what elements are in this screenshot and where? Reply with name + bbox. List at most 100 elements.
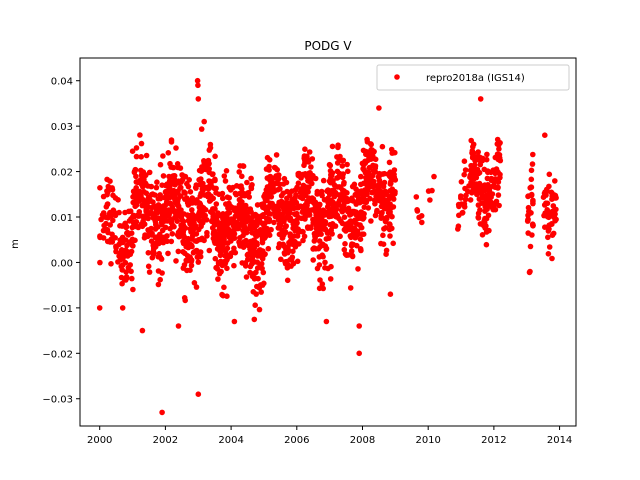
data-point	[228, 250, 234, 257]
data-point	[198, 223, 204, 230]
data-point	[383, 219, 389, 225]
data-point	[158, 256, 165, 262]
data-point	[224, 256, 230, 263]
data-point	[369, 189, 375, 196]
data-point	[379, 210, 385, 216]
data-point	[189, 236, 195, 242]
data-point	[153, 184, 160, 191]
data-point	[268, 226, 274, 233]
data-point	[489, 191, 496, 197]
data-point	[245, 242, 251, 249]
data-point	[425, 188, 432, 194]
data-point	[153, 221, 159, 227]
data-point	[294, 258, 301, 265]
data-point	[493, 184, 499, 190]
data-point	[315, 245, 322, 252]
data-point	[361, 166, 367, 173]
data-point	[312, 201, 318, 207]
data-point	[371, 178, 377, 185]
data-point	[148, 225, 154, 232]
legend-label: repro2018a (IGS14)	[426, 73, 525, 84]
data-point	[530, 222, 536, 229]
data-point	[455, 223, 462, 229]
data-point	[146, 269, 153, 275]
data-point-outlier	[195, 96, 202, 102]
data-point	[193, 284, 200, 290]
data-point	[275, 187, 281, 193]
data-point-outlier	[194, 77, 201, 84]
data-point	[181, 189, 187, 195]
data-point	[200, 205, 207, 211]
data-point	[260, 269, 267, 276]
data-point	[525, 204, 532, 211]
data-point	[220, 216, 226, 222]
data-point	[547, 210, 553, 216]
data-point	[140, 197, 147, 203]
data-point	[494, 178, 501, 185]
data-point-outlier	[119, 305, 126, 311]
data-point	[469, 190, 475, 196]
data-point	[341, 246, 348, 253]
data-point	[341, 181, 347, 187]
data-point	[169, 192, 176, 199]
data-point	[215, 242, 222, 248]
data-point	[131, 194, 137, 200]
data-point	[298, 189, 305, 196]
data-point	[181, 225, 187, 231]
data-point	[154, 210, 161, 216]
data-point	[132, 199, 138, 206]
data-point	[475, 214, 482, 221]
data-point	[259, 282, 266, 288]
x-tick-label: 2006	[284, 435, 309, 446]
data-point	[213, 185, 219, 192]
data-point	[331, 208, 337, 215]
data-point	[347, 233, 354, 239]
data-point	[299, 228, 305, 235]
y-tick-label: −0.03	[42, 395, 73, 406]
data-point	[472, 185, 479, 192]
data-point	[319, 281, 326, 287]
data-point-outlier	[139, 327, 146, 334]
data-point	[187, 254, 193, 260]
data-point	[323, 236, 330, 242]
data-point	[341, 214, 348, 220]
data-point	[153, 241, 160, 247]
data-point	[162, 224, 169, 231]
data-point	[236, 169, 242, 175]
data-point	[183, 257, 189, 264]
data-point	[217, 252, 224, 259]
data-point	[242, 209, 248, 216]
data-point	[341, 226, 348, 233]
data-point	[212, 153, 218, 160]
data-point	[201, 118, 207, 125]
data-point	[266, 174, 273, 180]
data-point	[237, 235, 243, 241]
data-point	[392, 149, 398, 156]
data-point	[301, 233, 308, 240]
data-point	[97, 185, 103, 191]
data-point	[234, 221, 240, 228]
data-point	[252, 302, 258, 309]
data-point	[327, 276, 334, 282]
data-point	[219, 190, 226, 197]
data-point	[189, 207, 195, 213]
data-point	[318, 188, 325, 195]
data-point	[243, 226, 250, 232]
data-point	[165, 250, 171, 257]
data-point	[188, 262, 195, 269]
data-point	[481, 195, 487, 201]
data-point	[218, 224, 225, 231]
data-point	[97, 259, 103, 266]
data-point	[379, 199, 385, 206]
data-point	[215, 261, 222, 267]
data-point	[545, 251, 552, 257]
data-point	[261, 223, 267, 229]
data-point	[382, 225, 389, 231]
data-point	[481, 219, 488, 226]
data-point	[149, 204, 155, 211]
data-point	[288, 257, 295, 263]
data-point-outlier	[195, 82, 201, 89]
data-point	[381, 170, 388, 177]
data-point	[339, 163, 346, 169]
